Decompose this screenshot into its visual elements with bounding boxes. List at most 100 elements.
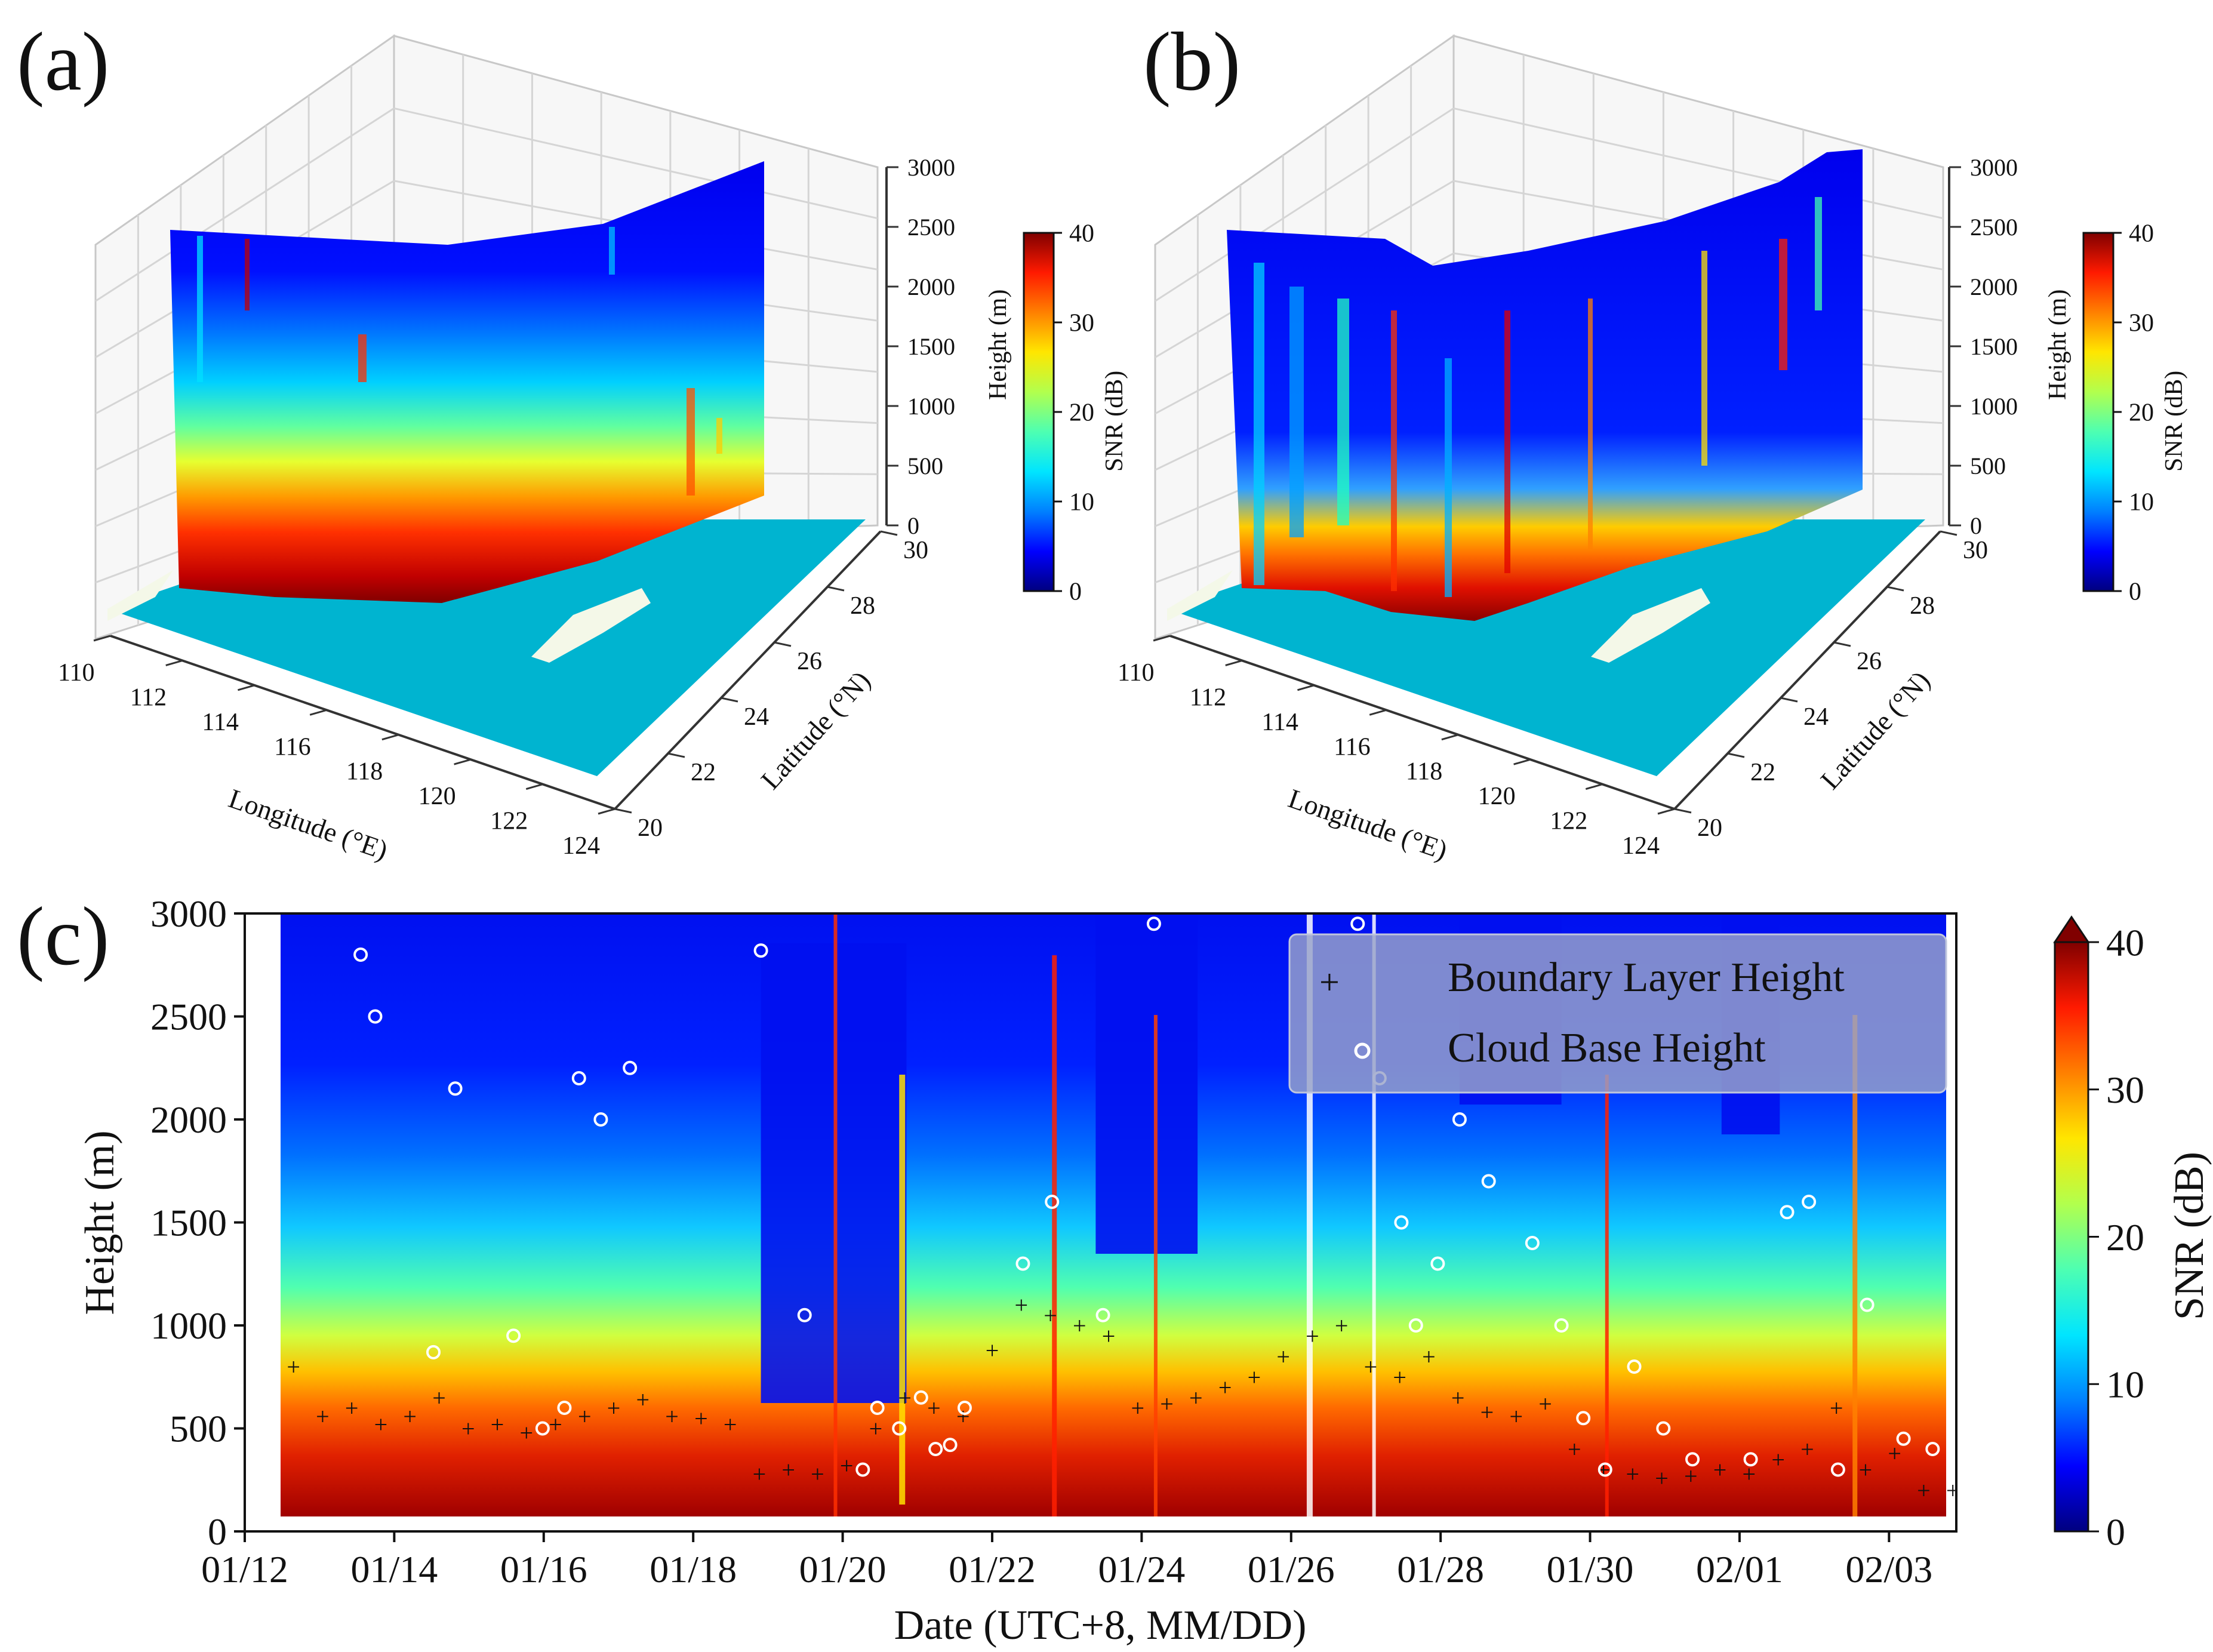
blh-marker: + bbox=[986, 1337, 999, 1364]
panel-a: (a) 110 112 114 116 118 120 122 124 20 22 24 26 28 30… bbox=[17, 16, 1128, 866]
blh-marker: + bbox=[1946, 1477, 1960, 1504]
blh-marker: + bbox=[1335, 1312, 1349, 1339]
blh-marker: + bbox=[1568, 1436, 1581, 1463]
cbh-marker bbox=[426, 1345, 441, 1359]
panel-a-colorbar-label: SNR (dB) bbox=[1101, 371, 1128, 472]
y-tick-label: 22 bbox=[1750, 759, 1775, 786]
x-tick-label: 120 bbox=[1478, 783, 1516, 810]
x-tick-label: 01/16 bbox=[500, 1548, 587, 1591]
panel-c-legend: + Boundary Layer Height Cloud Base Heigh… bbox=[1288, 933, 1947, 1094]
colorbar-tick-label: 20 bbox=[1069, 399, 1094, 427]
legend-marker-circle bbox=[1354, 1042, 1371, 1059]
colorbar-tick-label: 0 bbox=[2129, 579, 2141, 606]
cbh-marker bbox=[593, 1112, 608, 1127]
panel-a-taiwan-land bbox=[531, 588, 651, 663]
y-tick-label: 1000 bbox=[150, 1305, 227, 1347]
x-tick-label: 120 bbox=[418, 783, 456, 810]
blh-marker: + bbox=[1306, 1322, 1319, 1349]
x-tick-label: 01/22 bbox=[949, 1548, 1036, 1591]
x-tick-label: 01/24 bbox=[1098, 1548, 1185, 1591]
z-tick-label: 1000 bbox=[907, 393, 955, 420]
panel-c: (c) ++ ++ +++ + + + + + ++ + ++ + + +++ + +++ + + ++ + + + +++… bbox=[17, 890, 2212, 1648]
blh-marker: + bbox=[665, 1403, 679, 1430]
cbh-marker bbox=[1481, 1174, 1496, 1189]
z-tick-label: 3000 bbox=[907, 154, 955, 181]
z-tick-label: 500 bbox=[907, 453, 943, 479]
cbh-marker bbox=[1045, 1195, 1060, 1209]
cbh-marker bbox=[1350, 916, 1365, 931]
blh-marker: + bbox=[1509, 1403, 1523, 1430]
cbh-marker bbox=[855, 1462, 870, 1477]
z-tick-label: 0 bbox=[1970, 512, 1982, 539]
blh-marker: + bbox=[1800, 1436, 1814, 1463]
blh-marker: + bbox=[1014, 1292, 1028, 1319]
cbh-marker bbox=[1627, 1359, 1642, 1374]
y-tick-label: 24 bbox=[1803, 703, 1829, 731]
blh-marker: + bbox=[1131, 1395, 1145, 1422]
panel-b-x-axis bbox=[1169, 635, 1675, 810]
cbh-marker bbox=[913, 1390, 928, 1405]
blh-marker: + bbox=[1218, 1374, 1232, 1401]
panel-c-markers: + + + + + + + + + + + + + + + + + + + + + + + + + + + + + + + + + + + + + + + +… bbox=[287, 916, 1960, 1504]
blh-marker: + bbox=[1626, 1460, 1640, 1487]
blh-marker: + bbox=[1451, 1385, 1465, 1411]
x-tick-label: 02/03 bbox=[1845, 1548, 1932, 1591]
panel-b-colorbar-label: SNR (dB) bbox=[2160, 371, 2188, 472]
cbh-marker bbox=[448, 1081, 463, 1096]
y-tick-label: 26 bbox=[1857, 648, 1882, 675]
x-tick-label: 124 bbox=[562, 832, 600, 860]
blh-marker: + bbox=[724, 1411, 737, 1438]
x-tick-label: 116 bbox=[1334, 733, 1370, 761]
panel-b-ticks: 110 112 114 116 118 120 122 124 20 22 24 26 28 300 500… bbox=[1118, 154, 2018, 860]
y-tick-label: 2500 bbox=[150, 996, 227, 1038]
blh-marker: + bbox=[1102, 1322, 1116, 1349]
blh-marker: + bbox=[1888, 1440, 1901, 1467]
colorbar-tick-label: 40 bbox=[1069, 220, 1094, 248]
cbh-marker bbox=[1925, 1442, 1940, 1456]
blh-marker: + bbox=[432, 1385, 446, 1411]
colorbar-tick-label: 0 bbox=[1069, 579, 1082, 606]
cbh-marker bbox=[870, 1401, 885, 1415]
blh-marker: + bbox=[927, 1395, 941, 1422]
blh-marker: + bbox=[1859, 1457, 1873, 1484]
x-tick-label: 112 bbox=[130, 684, 167, 711]
cbh-marker bbox=[1743, 1452, 1758, 1467]
panel-b-colorbar bbox=[2082, 232, 2114, 592]
x-tick-label: 114 bbox=[1261, 709, 1298, 736]
blh-marker: + bbox=[840, 1453, 854, 1479]
cbh-marker bbox=[1430, 1256, 1445, 1271]
panel-a-x-axis bbox=[110, 635, 615, 810]
panel-b-zlabel: Height (m) bbox=[2044, 290, 2072, 400]
panel-b-ylabel: Latitude (°N) bbox=[1815, 665, 1936, 795]
cbh-marker bbox=[571, 1071, 586, 1085]
cbh-marker bbox=[1598, 1462, 1612, 1477]
legend-entry-blh: Boundary Layer Height bbox=[1448, 955, 1845, 1001]
y-tick-label: 28 bbox=[1910, 592, 1935, 620]
blh-marker: + bbox=[1364, 1353, 1378, 1380]
blh-marker: + bbox=[578, 1403, 592, 1430]
cbh-marker bbox=[1525, 1236, 1540, 1250]
blh-marker: + bbox=[549, 1411, 562, 1438]
y-tick-label: 3000 bbox=[150, 893, 227, 935]
colorbar-tick-label: 20 bbox=[2129, 399, 2154, 427]
cbh-marker bbox=[1452, 1112, 1467, 1127]
colorbar-tick-label: 10 bbox=[1069, 489, 1094, 516]
y-tick-label: 20 bbox=[1697, 814, 1722, 842]
colorbar-tick-label: 30 bbox=[2106, 1069, 2144, 1111]
panel-b-taiwan-land bbox=[1591, 588, 1710, 663]
panel-b-xlabel: Longitude (°E) bbox=[1285, 783, 1451, 866]
cbh-marker bbox=[1394, 1215, 1409, 1230]
blh-marker: + bbox=[1481, 1399, 1494, 1426]
colorbar-tick-label: 10 bbox=[2129, 489, 2154, 516]
colorbar-tick-label: 40 bbox=[2106, 921, 2144, 964]
cbh-marker bbox=[1408, 1318, 1423, 1333]
cbh-marker bbox=[892, 1421, 907, 1436]
legend-box bbox=[1288, 933, 1947, 1094]
panel-c-label: (c) bbox=[17, 890, 109, 983]
legend-marker-plus: + bbox=[1319, 962, 1340, 1002]
blh-marker: + bbox=[1073, 1312, 1087, 1339]
x-tick-label: 01/28 bbox=[1397, 1548, 1484, 1591]
blh-marker: + bbox=[1538, 1390, 1552, 1417]
blh-marker: + bbox=[1248, 1364, 1261, 1390]
